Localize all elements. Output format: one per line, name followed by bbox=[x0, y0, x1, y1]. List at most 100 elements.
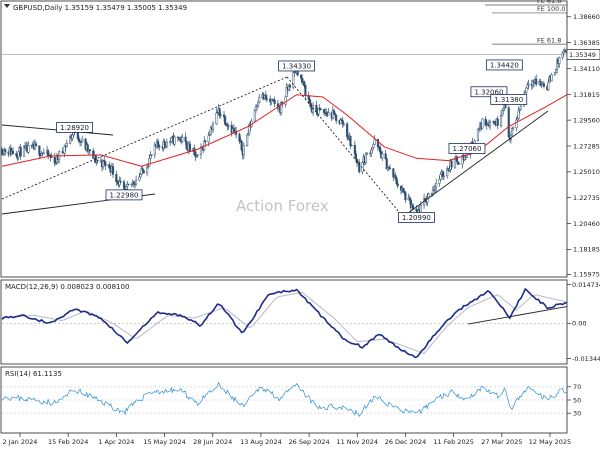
candle-body bbox=[222, 114, 226, 118]
candle-body bbox=[141, 168, 144, 171]
candle-body bbox=[334, 113, 337, 116]
candle-body bbox=[381, 153, 384, 159]
candle-body bbox=[203, 140, 206, 151]
candle-body bbox=[315, 104, 318, 112]
candle-body bbox=[96, 159, 99, 162]
candle-body bbox=[86, 144, 89, 152]
price-pane-title: GBPUSD,Daily 1.35159 1.35479 1.35005 1.3… bbox=[13, 4, 187, 12]
price-axis: 1.38660 1.36385 1.34110 1.31815 1.29560 1.272… bbox=[2, 13, 600, 279]
candle-body bbox=[379, 147, 382, 153]
last-price-box bbox=[566, 49, 600, 60]
candle-body bbox=[71, 134, 74, 139]
time-tick-label: 28 Jun 2024 bbox=[193, 438, 232, 446]
macd-trend-line bbox=[467, 306, 568, 325]
candle-body bbox=[207, 135, 210, 143]
candle-body bbox=[502, 108, 505, 111]
candle-body bbox=[204, 140, 207, 143]
candle-body bbox=[499, 115, 503, 126]
watermark: Action Forex bbox=[236, 197, 329, 215]
candle-body bbox=[453, 158, 456, 168]
level-label-box bbox=[490, 94, 528, 105]
candle-body bbox=[562, 50, 565, 54]
candle-body bbox=[547, 82, 550, 91]
level-label-box bbox=[398, 212, 435, 223]
candle-body bbox=[238, 133, 241, 142]
candle-body bbox=[518, 109, 521, 111]
candle-body bbox=[188, 143, 192, 152]
candle-body bbox=[240, 140, 243, 151]
rsi-line bbox=[1, 381, 568, 417]
candle-body bbox=[339, 119, 342, 124]
candle-body bbox=[255, 104, 259, 108]
candle-body bbox=[104, 161, 107, 167]
candle-body bbox=[153, 144, 156, 156]
candle-body bbox=[458, 163, 461, 165]
candle-body bbox=[431, 189, 434, 194]
macd-pane: MACD(12,26,9) 0.008023 0.008100 0.014734… bbox=[0, 279, 600, 365]
price-tick-label: 1.29560 bbox=[573, 116, 600, 124]
candle-body bbox=[561, 52, 564, 58]
rsi-line bbox=[1, 381, 568, 417]
macd-line bbox=[1, 287, 568, 359]
candle-body bbox=[457, 161, 460, 164]
level-label: 1.34420 bbox=[490, 61, 519, 69]
candle-body bbox=[341, 120, 344, 125]
price-tick-label: 1.20460 bbox=[573, 220, 600, 228]
level-label: 1.22980 bbox=[110, 191, 139, 199]
candle-body bbox=[439, 174, 442, 180]
candle-body bbox=[542, 83, 545, 87]
candle-body bbox=[319, 108, 322, 111]
candle-body bbox=[194, 151, 197, 157]
candle-body bbox=[308, 99, 311, 104]
candle-body bbox=[346, 123, 349, 137]
candle-body bbox=[224, 116, 227, 125]
level-label: 1.20990 bbox=[402, 214, 431, 222]
candle-body bbox=[246, 134, 249, 147]
candle-body bbox=[365, 152, 368, 155]
price-tick-label: 1.18185 bbox=[573, 246, 600, 254]
time-tick-label: 2 Jan 2024 bbox=[3, 438, 38, 446]
candle-body bbox=[476, 129, 480, 142]
candle-body bbox=[438, 179, 441, 184]
dropdown-triangle-icon[interactable] bbox=[4, 4, 10, 8]
fe-level-label: FE 61.8 bbox=[537, 36, 561, 44]
candle-body bbox=[158, 145, 161, 148]
candle-body bbox=[370, 149, 373, 154]
candle-body bbox=[304, 85, 307, 96]
candle-body bbox=[485, 124, 488, 126]
candle-body bbox=[42, 152, 45, 155]
candle-body bbox=[27, 145, 30, 153]
candle-body bbox=[253, 110, 256, 122]
time-tick-label: 11 Feb 2025 bbox=[433, 438, 473, 446]
candle-body bbox=[138, 176, 141, 181]
level-label: 1.34330 bbox=[282, 62, 311, 70]
candle-body bbox=[139, 174, 142, 178]
candle-body bbox=[212, 123, 215, 130]
candle-body bbox=[349, 136, 352, 147]
price-tick-label: 1.27285 bbox=[573, 142, 600, 150]
macd-title: MACD(12,26,9) 0.008023 0.008100 bbox=[5, 283, 129, 291]
time-tick-label: 27 Mar 2025 bbox=[481, 438, 522, 446]
candle-body bbox=[327, 112, 330, 116]
candle-body bbox=[402, 188, 405, 192]
price-tick-label: 1.31815 bbox=[573, 91, 600, 99]
candle-body bbox=[510, 127, 514, 136]
candle-body bbox=[196, 154, 199, 156]
candle-body bbox=[218, 108, 221, 116]
rsi-tick-label: 30 bbox=[573, 410, 581, 418]
candle-body bbox=[354, 153, 357, 160]
candle-body bbox=[331, 110, 334, 119]
candle-body bbox=[111, 166, 115, 175]
candle-body bbox=[15, 153, 18, 156]
candle-body bbox=[50, 156, 53, 158]
candle-body bbox=[353, 144, 356, 155]
candle-body bbox=[119, 181, 122, 183]
time-tick-label: 12 May 2025 bbox=[529, 438, 571, 446]
candle-body bbox=[88, 149, 91, 152]
candle-body bbox=[408, 197, 411, 201]
candle-body bbox=[264, 94, 267, 99]
level-label-box bbox=[448, 143, 486, 154]
candle-body bbox=[539, 81, 542, 85]
candle-body bbox=[72, 132, 75, 136]
candle-body bbox=[157, 141, 160, 146]
